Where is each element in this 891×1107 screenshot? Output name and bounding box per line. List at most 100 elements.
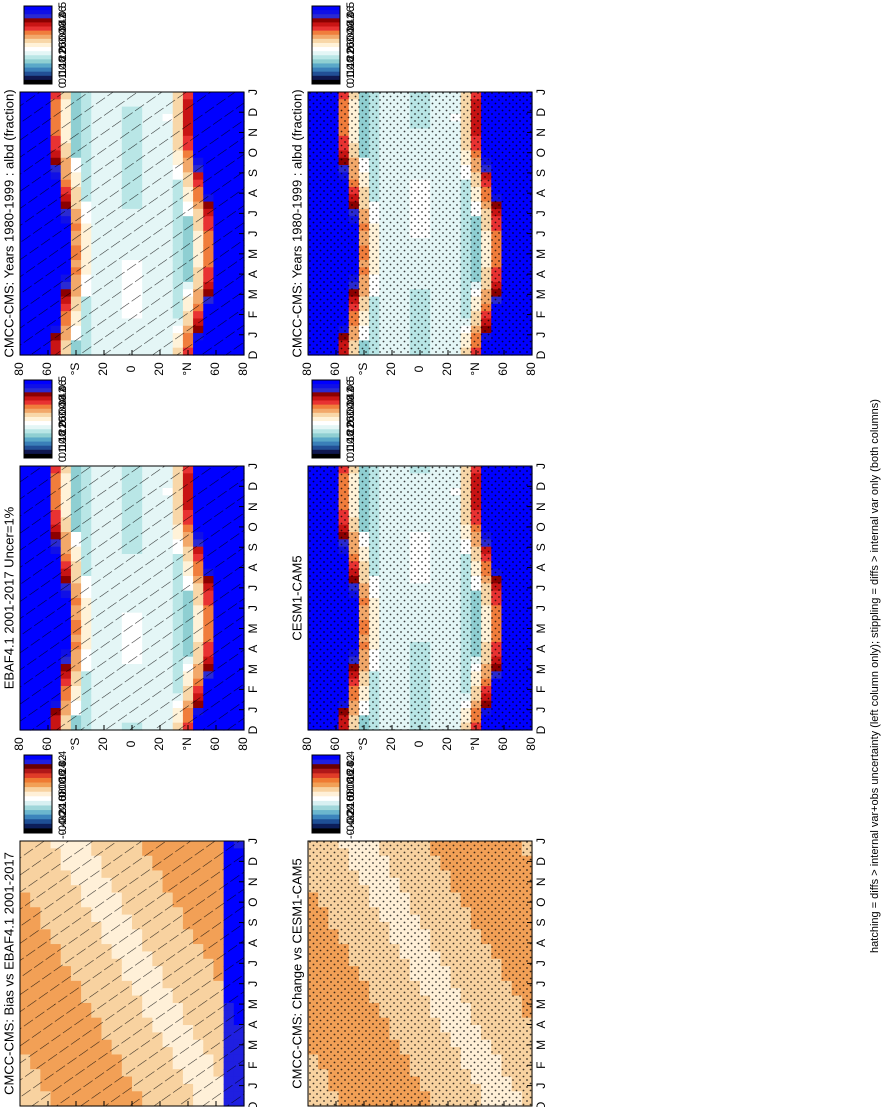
colorbar-swatch — [312, 79, 340, 85]
panel-title: CMCC-CMS: Bias vs EBAF4.1 2001-2017 — [1, 852, 16, 1095]
colorbar-label: 0.3 — [345, 37, 357, 52]
y-tick-label: 20 — [152, 362, 166, 376]
colorbar-swatch — [312, 392, 340, 397]
y-tick-label: °N — [180, 737, 194, 750]
colorbar-swatch — [312, 412, 340, 418]
x-tick-label: A — [246, 645, 260, 653]
y-tick-label: 60 — [40, 737, 54, 751]
x-tick-label: M — [246, 1040, 260, 1050]
colorbar-swatch — [24, 47, 52, 52]
colorbar-swatch — [24, 796, 52, 802]
colorbar-label: 0.1 — [57, 73, 69, 88]
heatmap-panel: CMCC-CMS: Years 1980-1999 : albd (fracti… — [1, 2, 260, 376]
colorbar-label: 0.14 — [57, 437, 69, 458]
colorbar-swatch — [24, 773, 52, 779]
x-tick-label: J — [246, 960, 260, 966]
x-tick-label: J — [534, 707, 548, 713]
colorbar-label: 0.42 — [345, 387, 357, 408]
colorbar-label: 0.34 — [345, 401, 357, 422]
x-tick-label: O — [246, 897, 260, 906]
colorbar-swatch — [312, 429, 340, 434]
colorbar-swatch — [24, 408, 52, 414]
x-tick-label: S — [534, 543, 548, 551]
y-tick-label: 60 — [496, 362, 510, 376]
x-tick-label: F — [246, 1062, 260, 1069]
x-tick-label: J — [534, 89, 548, 95]
colorbar-swatch — [312, 47, 340, 52]
x-tick-label: D — [246, 482, 260, 491]
x-tick-label: D — [246, 725, 260, 734]
x-tick-label: S — [246, 169, 260, 177]
colorbar-label: 0.14 — [345, 63, 357, 84]
colorbar-swatch — [24, 759, 52, 765]
x-tick-label: M — [246, 664, 260, 674]
colorbar-label: 0.46 — [57, 380, 69, 401]
y-tick-label: 80 — [300, 737, 314, 751]
y-tick-label: °N — [468, 737, 482, 750]
colorbar-label: 0.18 — [345, 430, 357, 451]
colorbar-swatch — [312, 421, 340, 426]
colorbar-swatch — [312, 26, 340, 32]
colorbar-swatch — [24, 51, 52, 56]
colorbar-label: 0.24 — [57, 762, 69, 783]
colorbar-swatch — [24, 59, 52, 64]
colorbar-label: 0.34 — [345, 27, 357, 48]
x-tick-label: A — [534, 564, 548, 572]
colorbar-label: 0.46 — [345, 380, 357, 401]
colorbar-swatch — [24, 453, 52, 459]
colorbar-swatch — [24, 805, 52, 811]
colorbar-swatch — [24, 6, 52, 11]
x-tick-label: D — [246, 857, 260, 866]
colorbar-swatch — [24, 42, 52, 48]
colorbar-frame — [23, 5, 53, 85]
colorbar-label: 0.22 — [57, 48, 69, 69]
x-tick-label: M — [534, 623, 548, 633]
colorbar-swatch — [312, 59, 340, 64]
colorbar-swatch — [24, 433, 52, 438]
x-tick-label: F — [534, 311, 548, 318]
panel-title: CMCC-CMS: Years 1980-1999 : albd (fracti… — [1, 89, 16, 357]
colorbar-swatch — [312, 437, 340, 442]
colorbar-label: -0.16 — [57, 796, 69, 821]
colorbar-swatch — [24, 34, 52, 40]
colorbar-swatch — [312, 449, 340, 455]
y-tick-label: 60 — [328, 362, 342, 376]
x-tick-label: D — [246, 350, 260, 359]
colorbar-swatch — [312, 63, 340, 68]
x-tick-label: M — [246, 289, 260, 299]
colorbar-label: 0.18 — [57, 430, 69, 451]
colorbar-swatch — [312, 453, 340, 459]
colorbar-swatch — [24, 421, 52, 426]
colorbar-swatch — [312, 425, 340, 430]
colorbar-swatch — [24, 18, 52, 23]
colorbar-swatch — [24, 782, 52, 788]
y-tick-label: 80 — [300, 362, 314, 376]
x-tick-label: J — [534, 605, 548, 611]
colorbar-label: 0.26 — [345, 41, 357, 62]
colorbar-swatch — [312, 380, 340, 385]
x-tick-label: S — [246, 543, 260, 551]
x-tick-label: M — [246, 623, 260, 633]
colorbar-swatch — [312, 75, 340, 81]
y-tick-label: 20 — [440, 362, 454, 376]
colorbar-swatch — [312, 6, 340, 11]
colorbar-swatch — [24, 55, 52, 60]
y-tick-label: 20 — [96, 362, 110, 376]
colorbar-swatch — [312, 22, 340, 27]
colorbar-swatch — [312, 42, 340, 48]
colorbar-swatch — [24, 814, 52, 820]
colorbar-swatch — [24, 79, 52, 85]
y-tick-label: 20 — [384, 362, 398, 376]
y-tick-label: °S — [68, 738, 82, 751]
colorbar-label: 0.32 — [57, 755, 69, 776]
colorbar-swatch — [24, 22, 52, 27]
hatching-overlay — [20, 92, 244, 355]
heatmap-panel: EBAF4.1 2001-2017 Uncer=1%DJFMAMJJASONDJ… — [1, 376, 260, 751]
colorbar-swatch — [312, 416, 340, 422]
colorbar-label: 0.18 — [345, 56, 357, 77]
colorbar-label: 0.42 — [57, 13, 69, 34]
colorbar-swatch — [24, 75, 52, 81]
y-tick-label: 80 — [12, 737, 26, 751]
colorbar-label: 0.14 — [345, 437, 357, 458]
colorbar-swatch — [24, 384, 52, 389]
